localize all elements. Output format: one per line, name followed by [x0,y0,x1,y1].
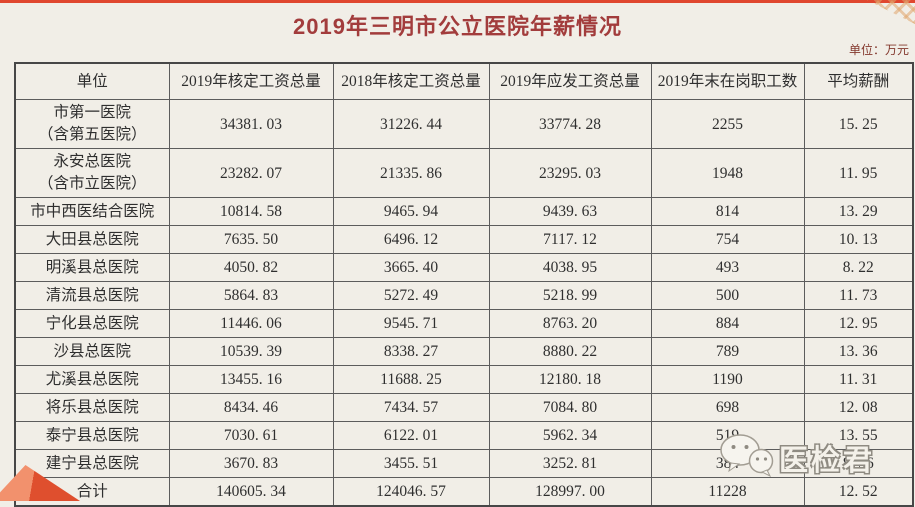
value-cell: 8. 22 [803,253,914,282]
table-row: 永安总医院 （含市立医院） 23282. 07 21335. 86 23295. 03 1… [14,148,914,198]
watermark-label: 医检君 [779,445,876,477]
value-cell: 6496. 12 [332,225,490,254]
value-cell: 7635. 50 [168,225,334,254]
value-cell: 21335. 86 [332,148,490,198]
table-row: 沙县总医院 10539. 39 8338. 27 8880. 22 789 13. 36 [14,337,914,366]
value-cell: 4050. 82 [168,253,334,282]
value-cell: 10. 13 [803,225,914,254]
salary-table: 单位 2019年核定工资总量 2018年核定工资总量 2019年应发工资总量 2019年… [14,62,914,507]
unit-cell: 清流县总医院 [14,281,170,310]
wechat-watermark: 医检君 [719,433,909,484]
column-header: 2019年核定工资总量 [168,62,334,100]
unit-cell: 尤溪县总医院 [14,365,170,394]
unit-cell: 泰宁县总医院 [14,421,170,450]
unit-cell: 永安总医院 （含市立医院） [14,148,170,198]
value-cell: 5962. 34 [488,421,652,450]
value-cell: 7434. 57 [332,393,490,422]
value-cell: 12180. 18 [488,365,652,394]
column-header: 2019年末在岗职工数 [650,62,805,100]
table-row: 市中西医结合医院 10814. 58 9465. 94 9439. 63 814 13. … [14,197,914,226]
value-cell: 5218. 99 [488,281,652,310]
unit-cell: 宁化县总医院 [14,309,170,338]
unit-cell: 市中西医结合医院 [14,197,170,226]
value-cell: 1190 [650,365,805,394]
table-row: 建宁县总医院 3670. 83 3455. 51 3252. 81 384 8. 56 [14,449,914,478]
table-row: 宁化县总医院 11446. 06 9545. 71 8763. 20 884 12. 95 [14,309,914,338]
value-cell: 8880. 22 [488,337,652,366]
value-cell: 11446. 06 [168,309,334,338]
value-cell: 4038. 95 [488,253,652,282]
value-cell: 754 [650,225,805,254]
value-cell: 7030. 61 [168,421,334,450]
value-cell: 9545. 71 [332,309,490,338]
value-cell: 34381. 03 [168,99,334,149]
value-cell: 493 [650,253,805,282]
value-cell: 789 [650,337,805,366]
value-cell: 884 [650,309,805,338]
value-cell: 11688. 25 [332,365,490,394]
value-cell: 11. 31 [803,365,914,394]
value-cell: 11. 95 [803,148,914,198]
unit-note: 单位：万元 [848,43,909,57]
table-row: 尤溪县总医院 13455. 16 11688. 25 12180. 18 1190 11.… [14,365,914,394]
value-cell: 13. 29 [803,197,914,226]
value-cell: 31226. 44 [332,99,490,149]
value-cell: 8. 56 [803,449,914,478]
table-row: 市第一医院 （含第五医院） 34381. 03 31226. 44 33774. 28 2… [14,99,914,149]
table-row: 将乐县总医院 8434. 46 7434. 57 7084. 80 698 12. 08 [14,393,914,422]
unit-cell: 明溪县总医院 [14,253,170,282]
unit-cell: 大田县总医院 [14,225,170,254]
value-cell: 698 [650,393,805,422]
value-cell: 500 [650,281,805,310]
value-cell: 1948 [650,148,805,198]
value-cell: 8338. 27 [332,337,490,366]
value-cell: 5272. 49 [332,281,490,310]
top-accent-line [0,0,915,3]
value-cell: 5864. 83 [168,281,334,310]
value-cell: 13. 55 [803,421,914,450]
value-cell: 7117. 12 [488,225,652,254]
unit-cell: 将乐县总医院 [14,393,170,422]
value-cell: 23295. 03 [488,148,652,198]
value-cell: 33774. 28 [488,99,652,149]
value-cell: 11. 73 [803,281,914,310]
value-cell: 10539. 39 [168,337,334,366]
column-header: 平均薪酬 [803,62,914,100]
value-cell: 3455. 51 [332,449,490,478]
value-cell: 15. 25 [803,99,914,149]
unit-cell: 市第一医院 （含第五医院） [14,99,170,149]
value-cell: 9439. 63 [488,197,652,226]
value-cell: 3252. 81 [488,449,652,478]
wechat-icon [719,433,775,484]
value-cell: 3670. 83 [168,449,334,478]
unit-cell: 沙县总医院 [14,337,170,366]
column-header: 2019年应发工资总量 [488,62,652,100]
table-row: 大田县总医院 7635. 50 6496. 12 7117. 12 754 10. 13 [14,225,914,254]
unit-cell: 建宁县总医院 [14,449,170,478]
column-header: 2018年核定工资总量 [332,62,490,100]
page-title: 2019年三明市公立医院年薪情况 [293,14,622,39]
value-cell: 9465. 94 [332,197,490,226]
value-cell: 6122. 01 [332,421,490,450]
value-cell: 3665. 40 [332,253,490,282]
table-body: 市第一医院 （含第五医院） 34381. 03 31226. 44 33774. 28 2… [14,99,914,507]
value-cell: 13455. 16 [168,365,334,394]
table-row: 明溪县总医院 4050. 82 3665. 40 4038. 95 493 8. 22 [14,253,914,282]
header-row: 单位 2019年核定工资总量 2018年核定工资总量 2019年应发工资总量 2019年… [14,62,914,100]
value-cell: 12. 08 [803,393,914,422]
value-cell: 124046. 57 [332,477,490,507]
value-cell: 12. 95 [803,309,914,338]
value-cell: 13. 36 [803,337,914,366]
value-cell: 814 [650,197,805,226]
column-header: 单位 [14,62,170,100]
value-cell: 23282. 07 [168,148,334,198]
value-cell: 10814. 58 [168,197,334,226]
table-row: 清流县总医院 5864. 83 5272. 49 5218. 99 500 11. 73 [14,281,914,310]
value-cell: 2255 [650,99,805,149]
value-cell: 128997. 00 [488,477,652,507]
value-cell: 8763. 20 [488,309,652,338]
value-cell: 140605. 34 [168,477,334,507]
value-cell: 7084. 80 [488,393,652,422]
value-cell: 8434. 46 [168,393,334,422]
